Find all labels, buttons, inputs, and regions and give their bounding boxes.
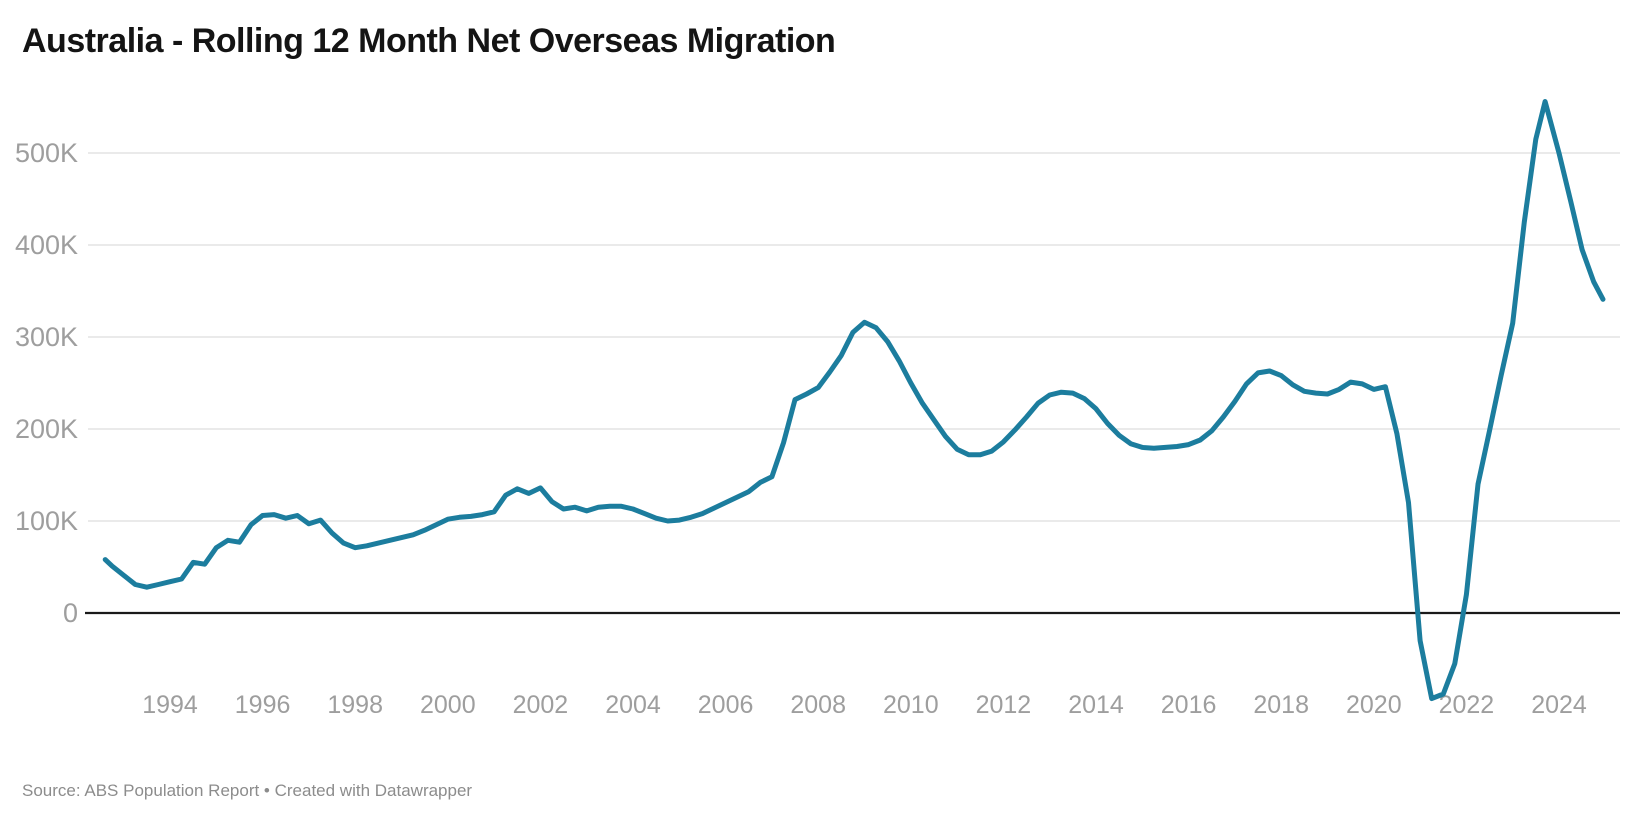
- x-tick-label: 1998: [327, 691, 383, 719]
- x-tick-label: 2022: [1439, 691, 1495, 719]
- y-tick-label: 200K: [15, 414, 78, 444]
- x-tick-label: 2008: [790, 691, 846, 719]
- y-tick-label: 500K: [15, 138, 78, 168]
- y-tick-label: 100K: [15, 506, 78, 536]
- x-tick-label: 2016: [1161, 691, 1217, 719]
- y-tick-label: 300K: [15, 322, 78, 352]
- x-tick-label: 1994: [142, 691, 198, 719]
- x-tick-label: 2000: [420, 691, 476, 719]
- x-tick-label: 2006: [698, 691, 754, 719]
- migration-line-series: [102, 99, 1606, 702]
- x-tick-label: 2012: [976, 691, 1032, 719]
- x-tick-label: 2004: [605, 691, 661, 719]
- x-tick-label: 2014: [1068, 691, 1124, 719]
- y-tick-label: 400K: [15, 230, 78, 260]
- x-tick-label: 1996: [235, 691, 291, 719]
- source-attribution: Source: ABS Population Report • Created …: [22, 781, 473, 800]
- x-tick-label: 2018: [1253, 691, 1309, 719]
- x-tick-label: 2010: [883, 691, 939, 719]
- x-tick-label: 2002: [513, 691, 569, 719]
- y-tick-label: 0: [63, 598, 78, 628]
- x-tick-label: 2024: [1531, 691, 1587, 719]
- chart-title: Australia - Rolling 12 Month Net Oversea…: [22, 22, 836, 60]
- x-tick-label: 2020: [1346, 691, 1402, 719]
